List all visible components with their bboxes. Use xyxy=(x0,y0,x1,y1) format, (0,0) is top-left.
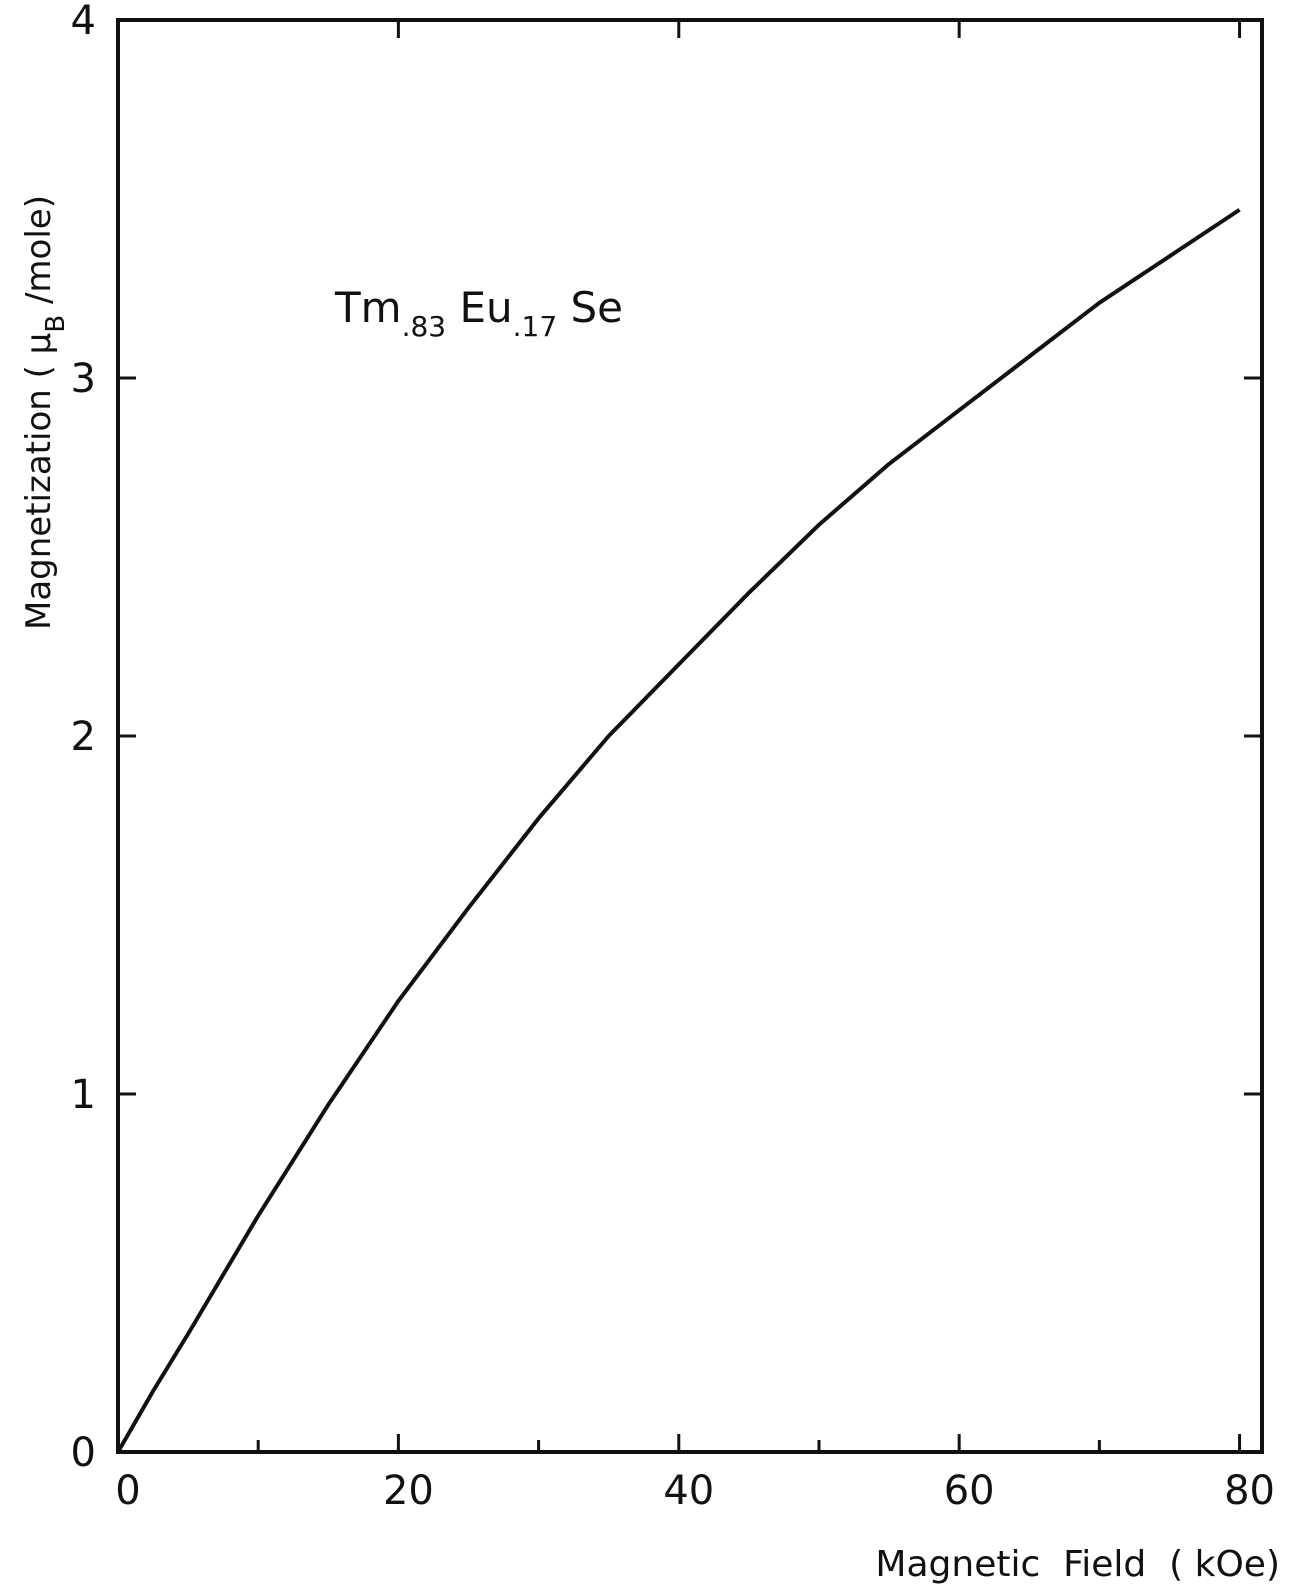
subscript: .17 xyxy=(513,310,558,343)
x-axis-label: Magnetic Field ( kOe) xyxy=(875,1544,1280,1585)
text-part: Se xyxy=(557,283,623,332)
plot-frame xyxy=(116,18,1264,1454)
y-tick-label: 3 xyxy=(71,356,96,402)
y-tick-label: 2 xyxy=(71,714,96,760)
x-tick-label: 60 xyxy=(944,1468,995,1514)
text-part: Magnetization ( xyxy=(19,354,59,630)
text-part: μ xyxy=(19,333,59,355)
y-tick-label: 4 xyxy=(71,0,96,44)
subscript: .83 xyxy=(402,310,447,343)
y-tick-label: 1 xyxy=(71,1072,96,1118)
annotation: Tm.83 Eu.17 Se xyxy=(334,283,623,343)
x-tick-label: 20 xyxy=(383,1468,434,1514)
x-tick-label: 40 xyxy=(663,1468,714,1514)
text-part: Eu xyxy=(446,283,513,332)
curve xyxy=(116,208,1241,1453)
x-tick-label: 80 xyxy=(1224,1468,1275,1514)
y-tick-label: 0 xyxy=(71,1430,96,1476)
x-tick-label: 0 xyxy=(115,1468,140,1514)
subscript: B xyxy=(41,315,71,333)
text-part: Tm xyxy=(334,283,402,332)
text-part: /mole) xyxy=(19,195,59,315)
y-axis-label: Magnetization ( μB /mole) xyxy=(19,195,71,630)
